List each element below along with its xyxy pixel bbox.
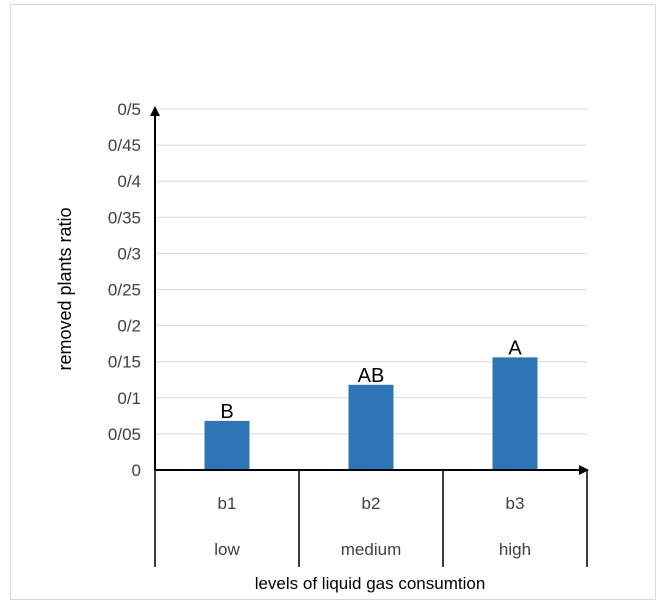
category-group-label: high [499,540,531,559]
category-label: b3 [506,494,525,513]
y-tick-label: 0/15 [108,353,141,372]
bars [204,357,538,470]
chart-frame [10,4,656,600]
y-tick-label: 0/4 [117,172,141,191]
y-tick-label: 0/45 [108,136,141,155]
data-labels: B AB A [220,337,522,423]
bar [492,357,538,470]
category-group-label: low [214,540,240,559]
y-tick-label: 0/2 [117,317,141,336]
y-tick-label: 0/5 [117,100,141,119]
y-tick-label: 0/3 [117,244,141,263]
data-label: B [220,401,233,423]
category-group-label: medium [341,540,401,559]
category-label: b2 [362,494,381,513]
axes [150,106,589,567]
category-labels: b1 b2 b3 low medium high [214,494,531,559]
bar [348,384,394,470]
y-tick-labels: 0 0/05 0/1 0/15 0/2 0/25 0/3 0/35 0/4 0/45 0/5 [108,100,141,480]
y-tick-label: 0 [132,461,141,480]
data-label: AB [358,365,385,387]
y-tick-label: 0/25 [108,281,141,300]
data-label: A [508,337,522,359]
y-tick-label: 0/1 [117,389,141,408]
y-tick-label: 0/35 [108,208,141,227]
y-tick-label: 0/05 [108,425,141,444]
y-axis-label: removed plants ratio [55,207,75,370]
bar [204,420,250,470]
category-label: b1 [218,494,237,513]
x-axis-label: levels of liquid gas consumtion [255,574,486,593]
